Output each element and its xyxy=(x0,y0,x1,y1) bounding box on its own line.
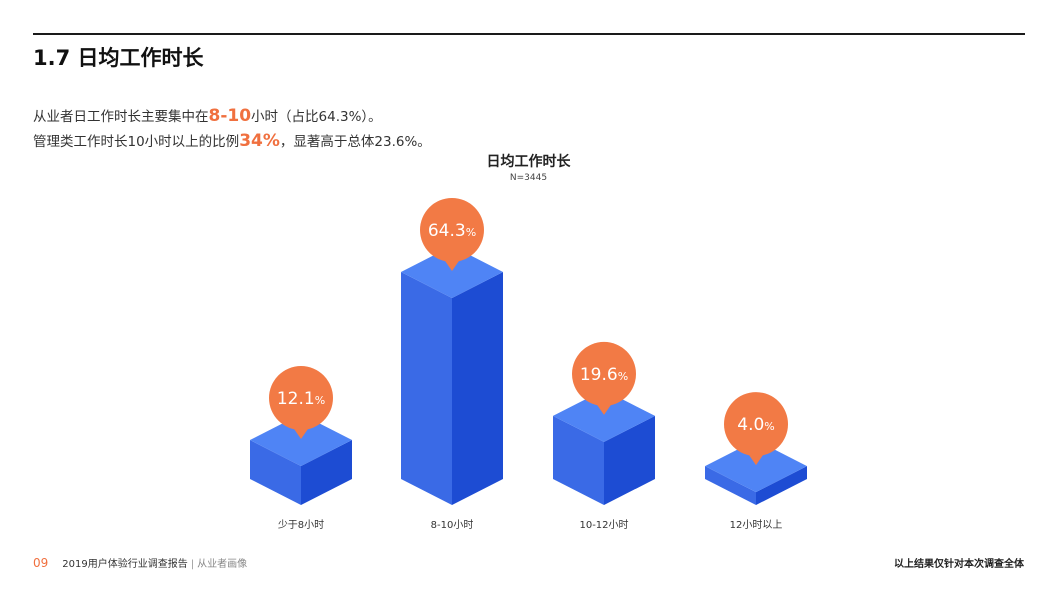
bar-left-face xyxy=(401,271,452,505)
value-label: 12.1% xyxy=(277,389,325,409)
summary-line-1-post: 小时（占比64.3%）。 xyxy=(251,109,382,125)
bar-left-face xyxy=(250,440,301,505)
value-bubble xyxy=(269,366,333,431)
bar-top-face xyxy=(250,414,352,467)
bar-left-face xyxy=(553,415,604,505)
bar-right-face xyxy=(452,271,503,505)
chart-title: 日均工作时长 xyxy=(486,154,571,170)
report-title: 2019用户体验行业调查报告 xyxy=(62,559,188,570)
footer-left: 09 2019用户体验行业调查报告 | 从业者画像 xyxy=(33,555,247,570)
footer-separator: | xyxy=(190,559,195,570)
bar-left-face xyxy=(705,466,756,505)
summary-text: 从业者日工作时长主要集中在8-10小时（占比64.3%）。 管理类工作时长10小… xyxy=(33,104,431,154)
summary-line-2-highlight: 34% xyxy=(239,131,280,151)
bar-right-face xyxy=(301,440,352,505)
value-bubble xyxy=(724,392,788,457)
category-label: 12小时以上 xyxy=(730,519,783,531)
footer-note: 以上结果仅针对本次调查全体 xyxy=(894,559,1024,570)
summary-line-2-pre: 管理类工作时长10小时以上的比例 xyxy=(33,134,240,150)
chart-subtitle: N=3445 xyxy=(509,173,548,183)
category-label: 少于8小时 xyxy=(278,519,324,531)
page-title: 1.7 日均工作时长 xyxy=(33,46,204,70)
value-label: 19.6% xyxy=(580,365,628,385)
bar-top-face xyxy=(705,440,807,493)
summary-line-2-post: ，显著高于总体23.6%。 xyxy=(279,134,431,150)
bar-right-face xyxy=(604,415,655,505)
category-label: 10-12小时 xyxy=(579,519,628,531)
bar-right-face xyxy=(756,466,807,505)
page-number: 09 xyxy=(33,556,49,570)
value-bubble xyxy=(420,197,484,262)
value-label: 4.0% xyxy=(737,415,775,435)
summary-line-2: 管理类工作时长10小时以上的比例34%，显著高于总体23.6%。 xyxy=(33,129,431,154)
value-label: 64.3% xyxy=(428,221,476,241)
value-bubble xyxy=(572,341,636,406)
bar-chart: 12.1% 少于8小时 64.3% 8-10小时 19.6% 10-12小时 4.0% 12小… xyxy=(250,197,807,531)
summary-line-1-highlight: 8-10 xyxy=(208,106,252,126)
summary-line-1-pre: 从业者日工作时长主要集中在 xyxy=(33,109,209,125)
bar-top-face xyxy=(401,245,503,298)
summary-line-1: 从业者日工作时长主要集中在8-10小时（占比64.3%）。 xyxy=(33,104,431,129)
header-rule xyxy=(33,33,1025,35)
bar-top-face xyxy=(553,389,655,442)
section-name: 从业者画像 xyxy=(197,559,248,570)
category-label: 8-10小时 xyxy=(431,519,474,531)
